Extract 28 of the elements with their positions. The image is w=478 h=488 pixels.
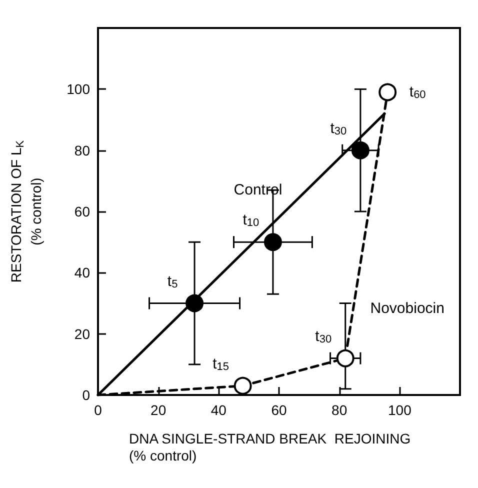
annotation: t5 xyxy=(167,272,178,290)
point xyxy=(264,233,282,252)
x-tick-label: 20 xyxy=(150,402,166,418)
x-axis-title: DNA SINGLE-STRAND BREAK REJOINING (% control) xyxy=(129,430,411,464)
x-tick-label: 80 xyxy=(332,402,348,418)
point xyxy=(186,294,204,312)
x-tick-label: 100 xyxy=(388,402,412,418)
point xyxy=(351,141,370,160)
annotation: t30 xyxy=(330,120,347,138)
y-tick-label: 20 xyxy=(74,326,90,342)
text: Control xyxy=(234,182,282,199)
text: RESTORATION OF LK (% control) xyxy=(8,140,44,283)
x-tick-label: 60 xyxy=(271,402,287,418)
annotation: t10 xyxy=(242,212,260,230)
point xyxy=(234,376,252,395)
series-label: Novobiocin xyxy=(370,300,444,317)
x-tick-label: 0 xyxy=(94,402,102,418)
y-tick-label: 60 xyxy=(74,204,90,220)
x-tick-label: 40 xyxy=(210,402,227,418)
point xyxy=(378,83,397,102)
annotation: t30 xyxy=(315,328,332,346)
y-tick-label: 40 xyxy=(74,264,90,281)
y-tick-label: 80 xyxy=(74,142,90,158)
y-tick-label: 0 xyxy=(82,387,90,403)
annotation: t15 xyxy=(212,355,230,373)
y-tick-label: 100 xyxy=(66,81,90,98)
point xyxy=(336,349,354,368)
annotation: t60 xyxy=(409,84,426,102)
